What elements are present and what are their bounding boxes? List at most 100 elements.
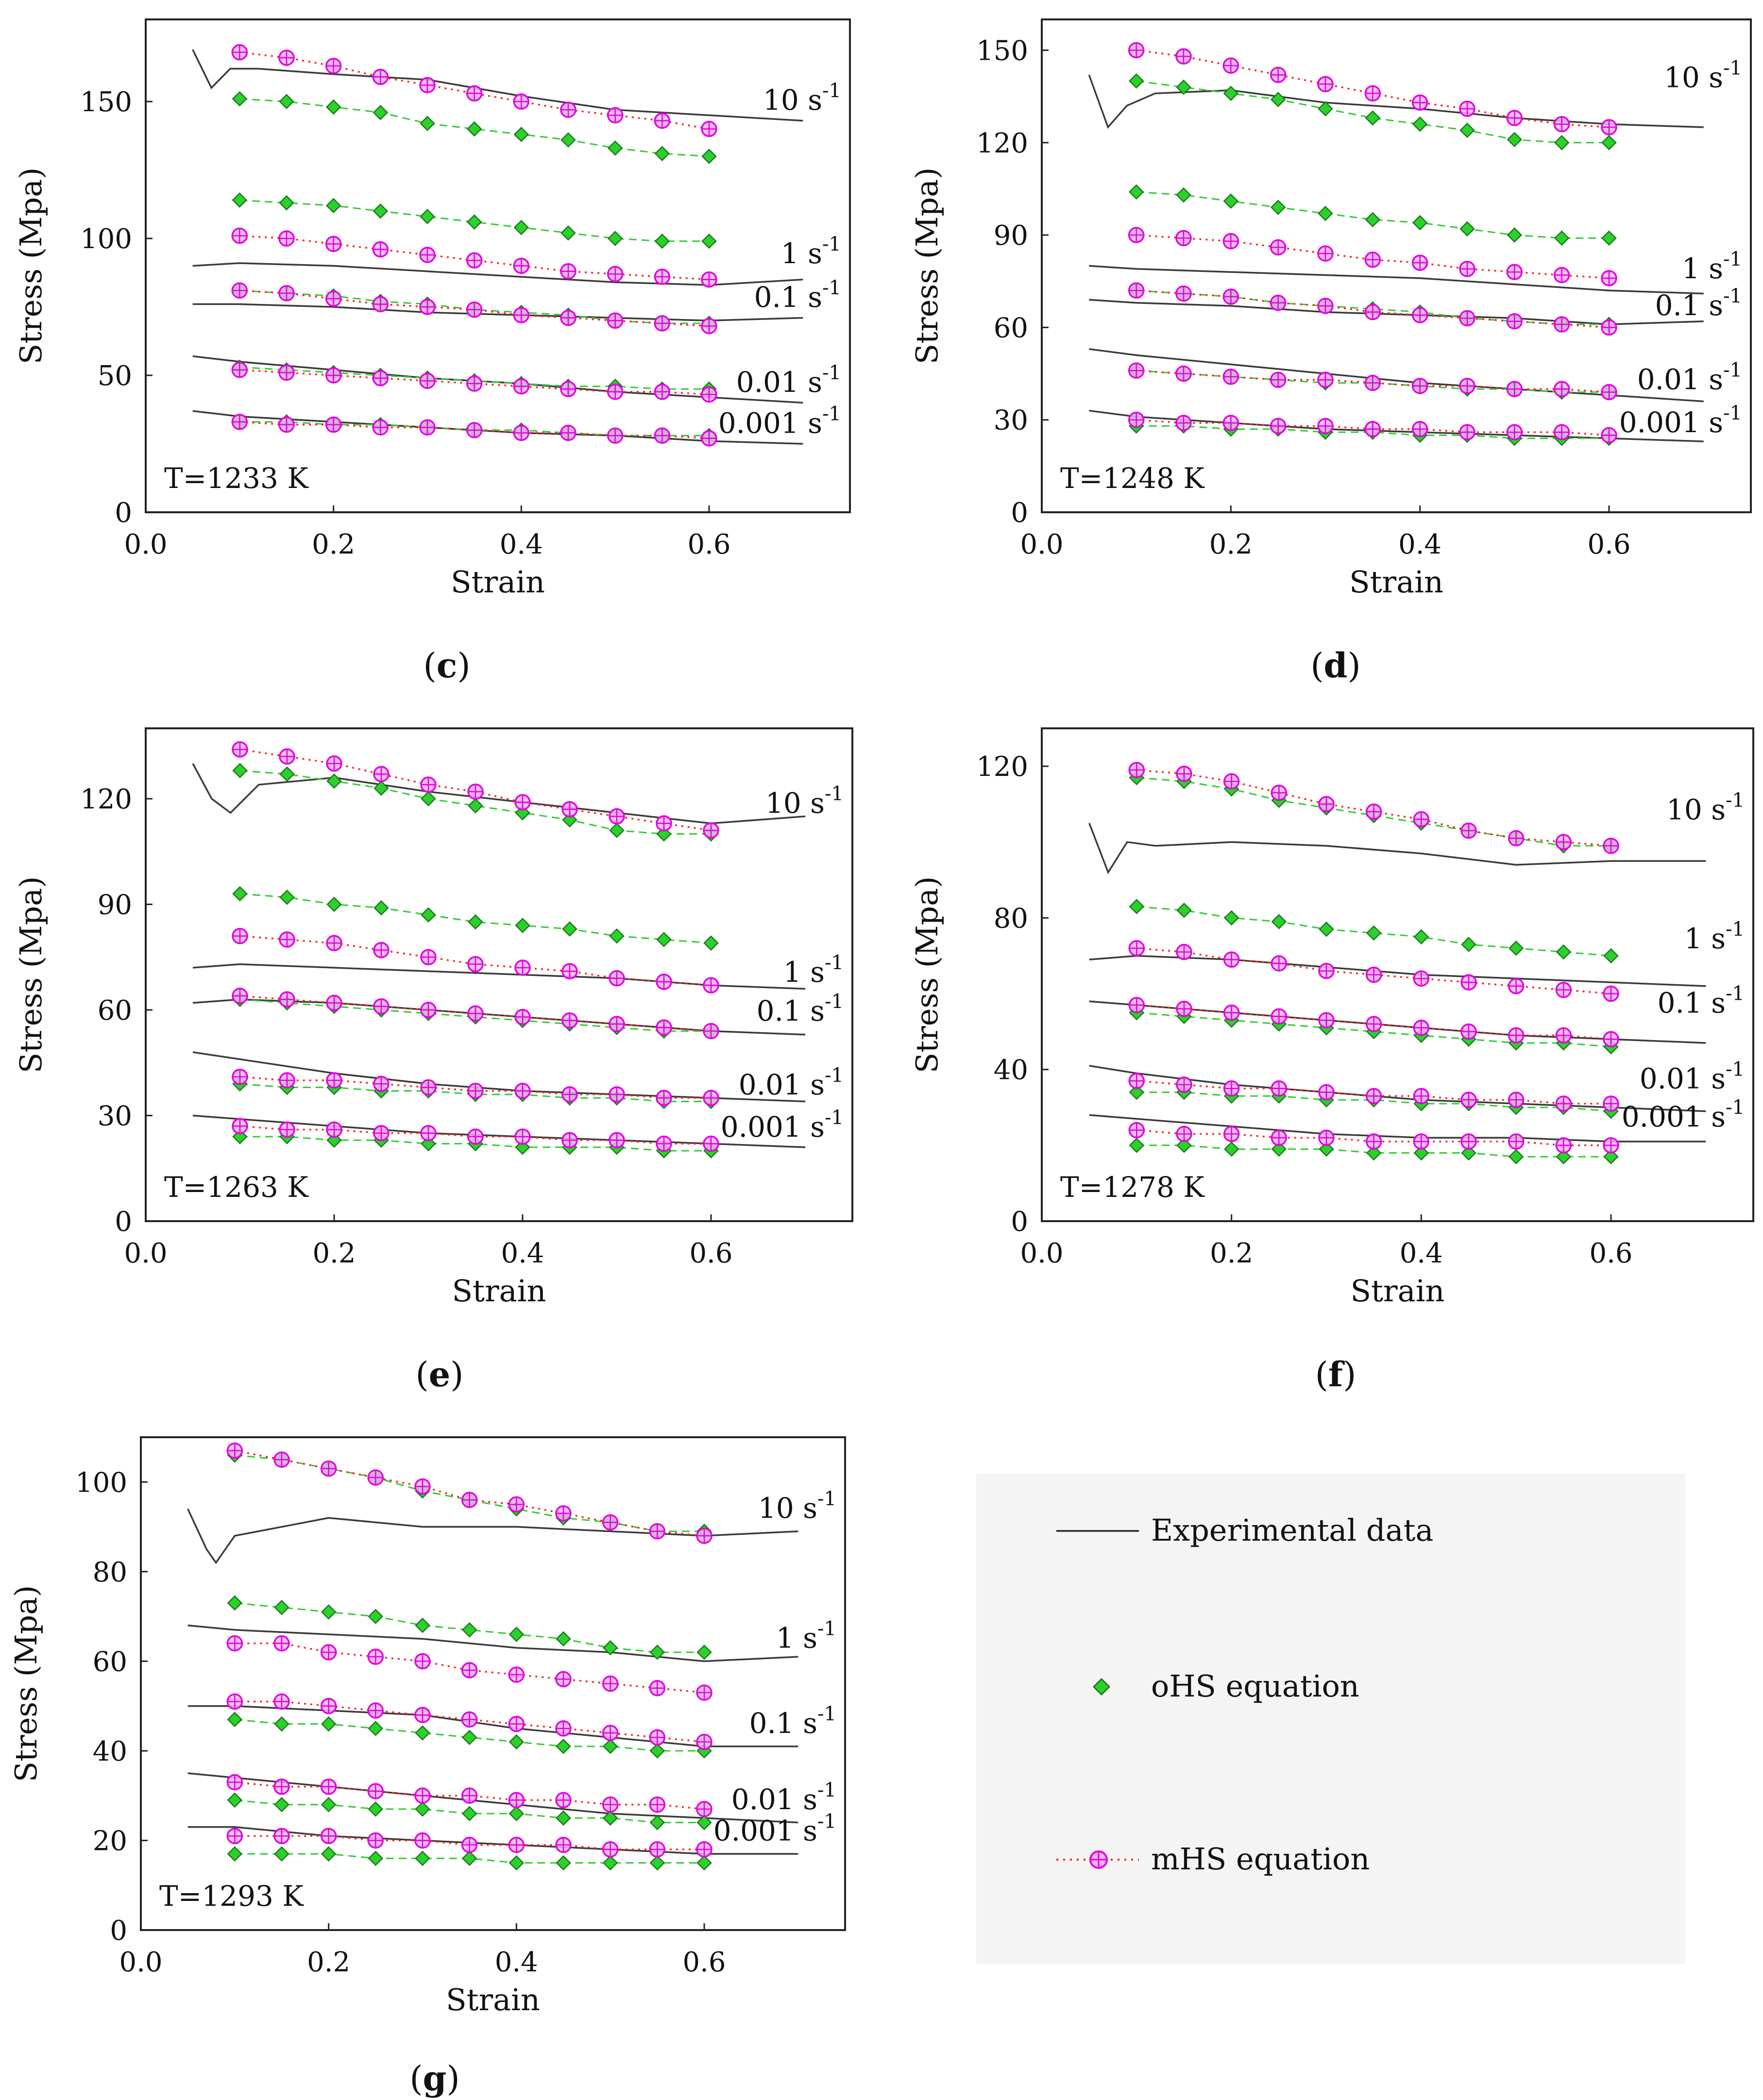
mhs-point xyxy=(1128,997,1145,1013)
panel-caption: (f) xyxy=(1315,1354,1356,1394)
x-tick-label: 0.0 xyxy=(124,529,167,560)
ohs-point xyxy=(274,1846,289,1862)
ohs-point xyxy=(602,1738,618,1754)
mhs-point xyxy=(273,1828,290,1844)
y-tick-label: 0 xyxy=(1011,1206,1028,1238)
ohs-point xyxy=(373,780,389,796)
mhs-point xyxy=(1364,85,1381,101)
mhs-point xyxy=(1364,303,1381,320)
mhs-point xyxy=(649,1523,666,1540)
mhs-point xyxy=(373,1125,390,1142)
mhs-point xyxy=(1270,239,1287,256)
strain-rate-label: 0.01 s-1 xyxy=(1637,359,1742,396)
mhs-point xyxy=(1365,1016,1382,1032)
mhs-point xyxy=(1318,1129,1335,1146)
series-0.1: 0.1 s-1 xyxy=(192,988,844,1040)
mhs-point xyxy=(602,1514,619,1531)
ohs-point xyxy=(1461,1145,1476,1161)
mhs-point xyxy=(367,1648,384,1665)
ohs-point xyxy=(607,231,623,246)
mhs-point xyxy=(696,1733,712,1750)
mhs-point xyxy=(609,808,625,824)
ohs-point xyxy=(232,763,248,778)
mhs-point xyxy=(278,230,295,247)
mhs-point xyxy=(508,1715,525,1732)
mhs-point xyxy=(696,1801,712,1817)
ohs-line xyxy=(239,366,709,390)
mhs-point xyxy=(1459,261,1475,277)
mhs-point xyxy=(513,378,530,395)
ohs-point xyxy=(560,132,576,148)
ohs-line xyxy=(239,1083,711,1102)
x-tick-label: 0.2 xyxy=(307,1947,350,1978)
ohs-point xyxy=(325,99,341,115)
mhs-point xyxy=(232,741,248,758)
ohs-point xyxy=(274,1716,289,1732)
temperature-label: T=1248 K xyxy=(1060,462,1205,495)
mhs-point xyxy=(1270,294,1287,311)
mhs-point xyxy=(226,1828,243,1844)
mhs-point xyxy=(367,1783,384,1799)
mhs-point xyxy=(373,942,390,958)
mhs-point xyxy=(1460,1023,1477,1040)
mhs-point xyxy=(1460,823,1477,839)
plot-frame xyxy=(1041,18,1752,513)
mhs-point xyxy=(273,1778,290,1795)
temperature-label: T=1263 K xyxy=(164,1171,309,1204)
mhs-point xyxy=(1506,264,1523,280)
mhs-point xyxy=(656,815,672,832)
series-10: 10 s-1 xyxy=(192,741,844,842)
panel-caption: (c) xyxy=(423,645,470,686)
mhs-point xyxy=(419,372,436,389)
ohs-point xyxy=(556,1631,571,1646)
ohs-point xyxy=(602,1810,618,1826)
mhs-point xyxy=(607,427,624,444)
mhs-point xyxy=(1555,1027,1572,1044)
plot-frame xyxy=(140,1436,846,1931)
mhs-point xyxy=(607,107,624,124)
series-0.1: 0.1 s-1 xyxy=(187,1693,836,1759)
ohs-point xyxy=(1556,1149,1572,1165)
ohs-line xyxy=(235,1799,704,1823)
y-axis-title: Stress (Mpa) xyxy=(13,876,49,1074)
mhs-point xyxy=(414,1707,431,1723)
ohs-point xyxy=(1412,215,1428,231)
mhs-point xyxy=(1508,1092,1525,1108)
ohs-point xyxy=(556,1855,571,1871)
mhs-point xyxy=(419,419,436,436)
experimental-curve xyxy=(192,963,806,990)
ohs-point xyxy=(420,209,435,224)
experimental-curve xyxy=(1089,265,1704,295)
ohs-point xyxy=(509,1806,525,1821)
y-tick-label: 90 xyxy=(98,890,132,921)
strain-rate-label: 0.01 s-1 xyxy=(739,1064,844,1101)
ohs-point xyxy=(1413,929,1429,945)
mhs-point xyxy=(1271,1008,1288,1025)
mhs-point xyxy=(367,1469,384,1486)
y-tick-label: 150 xyxy=(80,86,132,118)
mhs-point xyxy=(372,370,389,386)
x-tick-label: 0.6 xyxy=(1587,529,1630,560)
ohs-point xyxy=(274,1797,289,1813)
ohs-point xyxy=(1271,914,1287,929)
ohs-point xyxy=(1128,73,1144,89)
mhs-point xyxy=(278,364,295,381)
mhs-line xyxy=(239,235,710,281)
y-tick-label: 120 xyxy=(976,128,1028,159)
x-axis-title: Strain xyxy=(1351,1273,1445,1309)
mhs-point xyxy=(514,959,531,976)
experimental-curve xyxy=(192,262,803,286)
mhs-point xyxy=(226,1635,243,1652)
mhs-point xyxy=(1553,267,1570,284)
mhs-point xyxy=(1223,773,1240,790)
mhs-point xyxy=(1411,378,1428,394)
mhs-point xyxy=(1365,966,1382,983)
mhs-point xyxy=(466,252,483,269)
mhs-point xyxy=(609,1132,625,1148)
mhs-point xyxy=(560,424,576,441)
mhs-point xyxy=(513,93,530,110)
ohs-point xyxy=(1508,941,1524,956)
mhs-point xyxy=(326,1072,342,1089)
mhs-point xyxy=(1555,1095,1572,1112)
mhs-point xyxy=(414,1478,431,1495)
